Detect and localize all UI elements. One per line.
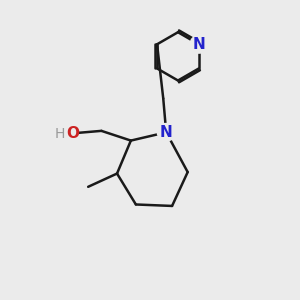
Text: O: O xyxy=(66,126,79,141)
Text: N: N xyxy=(160,125,172,140)
Circle shape xyxy=(158,124,175,141)
Text: H: H xyxy=(54,127,65,141)
Circle shape xyxy=(56,123,78,145)
Text: N: N xyxy=(193,37,205,52)
Circle shape xyxy=(190,35,208,53)
